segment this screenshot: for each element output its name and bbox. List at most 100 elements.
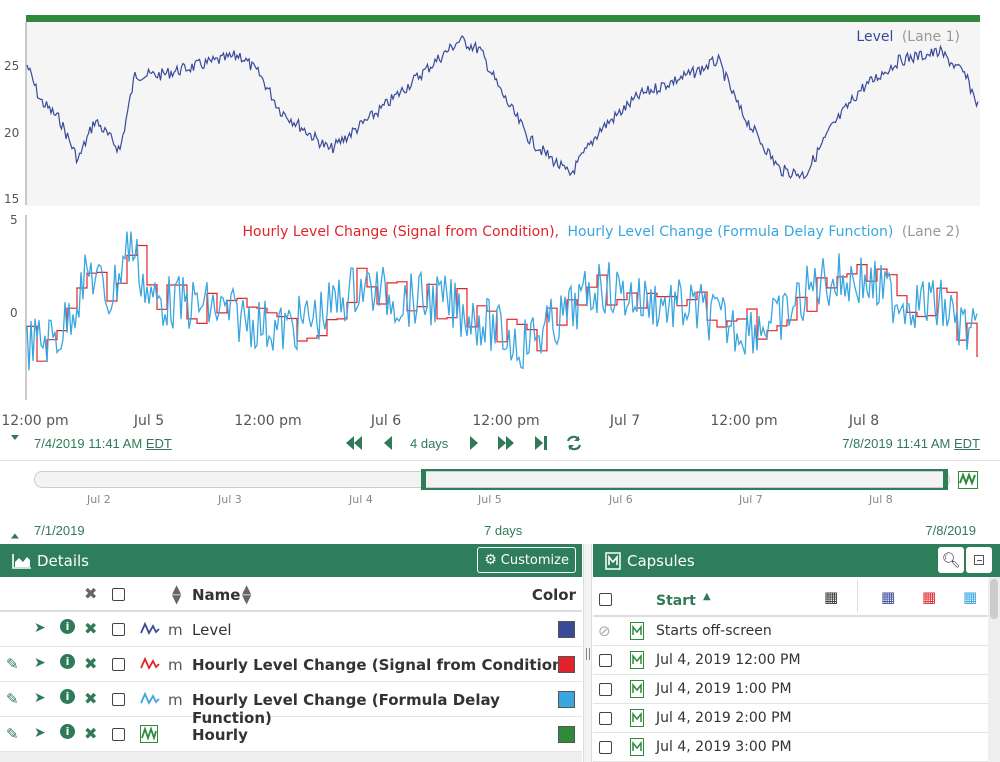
display-range-selector[interactable] bbox=[421, 469, 948, 490]
item-color-swatch[interactable] bbox=[558, 726, 575, 743]
remove-all-icon[interactable]: ✖ bbox=[84, 584, 98, 603]
arrow-down-icon[interactable]: 🢓 bbox=[10, 435, 20, 455]
minimize-icon[interactable] bbox=[966, 547, 992, 573]
item-color-swatch[interactable] bbox=[558, 691, 575, 708]
details-column-headers: ✖ ▲ ▼ Name ▲ ▼ Color bbox=[0, 577, 582, 612]
gears-icon: ⚙ bbox=[484, 552, 497, 568]
capsule-toggle-icon[interactable] bbox=[958, 471, 978, 489]
lane1-series-name: Level bbox=[856, 29, 893, 45]
remove-icon[interactable]: ✖ bbox=[84, 619, 98, 638]
zoom-in-icon[interactable]: 🔍︎ bbox=[938, 547, 964, 573]
remove-icon[interactable]: ✖ bbox=[84, 689, 98, 708]
x-axis-tick: Jul 8 bbox=[848, 413, 879, 429]
capsule-start-time: Jul 4, 2019 1:00 PM bbox=[656, 681, 792, 697]
capsule-start-time: Jul 4, 2019 2:00 PM bbox=[656, 710, 792, 726]
item-unit: m bbox=[168, 691, 183, 709]
investigate-timeline[interactable] bbox=[34, 471, 950, 488]
item-checkbox[interactable] bbox=[112, 623, 125, 636]
select-all-checkbox[interactable] bbox=[112, 588, 125, 601]
display-range-start[interactable]: 7/4/2019 11:41 AM EDT bbox=[34, 436, 172, 451]
capsule-start-time: Jul 4, 2019 12:00 PM bbox=[656, 652, 801, 668]
sort-icon[interactable]: ▲ ▼ bbox=[172, 582, 182, 606]
item-color-swatch[interactable] bbox=[558, 656, 575, 673]
customize-button[interactable]: ⚙ Customize bbox=[477, 547, 576, 573]
item-checkbox[interactable] bbox=[112, 658, 125, 671]
lane-1-background bbox=[26, 20, 980, 206]
display-range-start-value[interactable]: 7/4/2019 11:41 AM bbox=[34, 436, 143, 451]
timeline-tick-label: Jul 4 bbox=[349, 493, 373, 506]
capsules-column-headers: Start ▲ ▦ ▦ ▦ ▦ bbox=[593, 577, 988, 617]
display-range-start-tz[interactable]: EDT bbox=[145, 436, 172, 451]
jump-to-now-icon[interactable] bbox=[531, 433, 551, 453]
capsule-row[interactable]: Jul 4, 2019 12:00 PM bbox=[593, 646, 988, 675]
edit-icon[interactable]: ✎ bbox=[6, 690, 19, 708]
selector-right-handle[interactable] bbox=[943, 469, 948, 490]
stats-column-icon-3[interactable]: ▦ bbox=[963, 588, 978, 606]
item-color-swatch[interactable] bbox=[558, 621, 575, 638]
sort-ascending-icon[interactable]: ▲ bbox=[703, 591, 711, 602]
x-axis-tick: 12:00 pm bbox=[1, 413, 68, 429]
investigate-duration[interactable]: 7 days bbox=[484, 523, 523, 538]
select-all-capsules-checkbox[interactable] bbox=[599, 593, 612, 606]
lane1-lane-label: (Lane 1) bbox=[902, 29, 960, 45]
column-start-header[interactable]: Start bbox=[656, 593, 696, 609]
details-item-row[interactable]: ✎ ➤ i ✖ m Hourly Level Change (Formula Delay … bbox=[0, 682, 582, 727]
edit-icon[interactable]: ✎ bbox=[6, 725, 19, 743]
capsules-panel-header: Capsules 🔍︎ bbox=[593, 544, 1000, 577]
remove-icon[interactable]: ✖ bbox=[84, 654, 98, 673]
selector-left-handle[interactable] bbox=[421, 469, 426, 490]
capsule-checkbox[interactable] bbox=[599, 712, 612, 725]
investigate-range-start[interactable]: 7/1/2019 bbox=[34, 523, 85, 538]
capsule-start-time: Starts off-screen bbox=[656, 623, 772, 639]
add-column-icon[interactable]: ▦ bbox=[824, 588, 839, 606]
arrow-up-icon[interactable]: 🢑 bbox=[10, 517, 20, 537]
details-item-row[interactable]: ✎ ➤ i ✖ m Hourly Level Change (Signal from Co… bbox=[0, 647, 582, 682]
info-icon[interactable]: i bbox=[60, 654, 75, 669]
lane1-title: Level (Lane 1) bbox=[856, 29, 960, 45]
step-forward-half-icon[interactable] bbox=[464, 433, 484, 453]
info-icon[interactable]: i bbox=[60, 689, 75, 704]
stats-column-icon[interactable]: ▦ bbox=[881, 588, 896, 606]
item-checkbox[interactable] bbox=[112, 728, 125, 741]
capsule-row[interactable]: Jul 4, 2019 3:00 PM bbox=[593, 733, 988, 762]
details-item-row[interactable]: ➤ i ✖ m Level bbox=[0, 612, 582, 647]
display-range-end-value[interactable]: 7/8/2019 11:41 AM bbox=[842, 436, 951, 451]
capsule-row[interactable]: Jul 4, 2019 2:00 PM bbox=[593, 704, 988, 733]
remove-icon[interactable]: ✖ bbox=[84, 724, 98, 743]
column-name-header[interactable]: Name bbox=[192, 586, 241, 604]
capsule-row[interactable]: ⊘ Starts off-screen bbox=[593, 617, 988, 646]
capsule-checkbox[interactable] bbox=[599, 741, 612, 754]
step-back-full-icon[interactable] bbox=[344, 433, 364, 453]
edit-icon[interactable]: ✎ bbox=[6, 655, 19, 673]
display-range-end[interactable]: 7/8/2019 11:41 AM EDT bbox=[842, 436, 980, 451]
item-checkbox[interactable] bbox=[112, 693, 125, 706]
x-axis-tick: 12:00 pm bbox=[472, 413, 539, 429]
step-forward-full-icon[interactable] bbox=[496, 433, 516, 453]
capsule-checkbox[interactable] bbox=[599, 683, 612, 696]
refresh-icon[interactable] bbox=[564, 433, 584, 453]
capsule-icon bbox=[605, 551, 621, 570]
capsule-row[interactable]: Jul 4, 2019 1:00 PM bbox=[593, 675, 988, 704]
stats-column-icon-2[interactable]: ▦ bbox=[922, 588, 937, 606]
info-icon[interactable]: i bbox=[60, 724, 75, 739]
item-unit: m bbox=[168, 621, 183, 639]
x-axis-tick: Jul 5 bbox=[133, 413, 164, 429]
details-scrollbar[interactable] bbox=[0, 752, 582, 762]
details-item-row[interactable]: ✎ ➤ i ✖ Hourly bbox=[0, 717, 582, 752]
panel-splitter[interactable] bbox=[583, 544, 592, 762]
step-back-half-icon[interactable] bbox=[378, 433, 398, 453]
item-unit: m bbox=[168, 656, 183, 674]
display-range-end-tz[interactable]: EDT bbox=[954, 436, 980, 451]
info-icon[interactable]: i bbox=[60, 619, 75, 634]
investigate-range-end[interactable]: 7/8/2019 bbox=[925, 523, 976, 538]
rocket-icon[interactable]: ➤ bbox=[34, 690, 46, 706]
rocket-icon[interactable]: ➤ bbox=[34, 620, 46, 636]
rocket-icon[interactable]: ➤ bbox=[34, 725, 46, 741]
capsules-scrollbar[interactable] bbox=[988, 577, 1000, 762]
trend-chart[interactable]: 25 20 15 5 0 Level (Lane 1) Hourly Level… bbox=[0, 0, 1000, 432]
display-duration[interactable]: 4 days bbox=[410, 436, 449, 451]
sort-icon[interactable]: ▲ ▼ bbox=[242, 582, 252, 606]
signal-icon bbox=[140, 656, 160, 670]
capsule-checkbox[interactable] bbox=[599, 654, 612, 667]
rocket-icon[interactable]: ➤ bbox=[34, 655, 46, 671]
